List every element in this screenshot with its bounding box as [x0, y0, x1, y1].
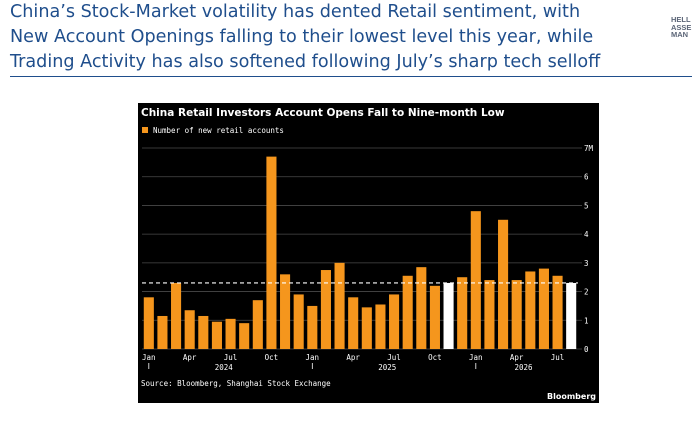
- y-tick-label: 0: [584, 345, 589, 354]
- x-tick-label: Apr: [346, 353, 360, 362]
- bar: [307, 305, 318, 349]
- y-tick-label: 3: [584, 259, 589, 268]
- bar: [389, 294, 400, 349]
- bar: [566, 282, 577, 349]
- x-tick-label: Oct: [265, 353, 279, 362]
- bar: [470, 211, 481, 349]
- bar: [211, 321, 222, 349]
- bar: [457, 277, 468, 349]
- chart-panel: China Retail Investors Account Opens Fal…: [138, 103, 599, 403]
- bar: [252, 300, 263, 349]
- bar: [157, 315, 168, 349]
- bar: [293, 294, 304, 349]
- bar: [280, 274, 291, 349]
- bar: [416, 267, 427, 349]
- bar: [511, 280, 522, 349]
- bar: [538, 268, 549, 349]
- x-tick-label: Jul: [387, 353, 401, 362]
- x-tick-label: Apr: [510, 353, 524, 362]
- source-note: Source: Bloomberg, Shanghai Stock Exchan…: [141, 379, 331, 388]
- bloomberg-brand: Bloomberg: [547, 392, 596, 401]
- x-tick-label: Jul: [224, 353, 238, 362]
- bar-chart: China Retail Investors Account Opens Fal…: [141, 107, 596, 401]
- y-tick-label: 5: [584, 201, 589, 210]
- legend-swatch: [142, 127, 148, 133]
- bar: [429, 285, 440, 349]
- bar: [198, 315, 209, 349]
- y-tick-label: 4: [584, 230, 589, 239]
- y-tick-label: 6: [584, 173, 589, 182]
- chart-title: China Retail Investors Account Opens Fal…: [141, 107, 505, 119]
- bar: [266, 156, 277, 349]
- bar: [348, 297, 359, 349]
- headline: China’s Stock-Market volatility has dent…: [10, 0, 645, 75]
- gridlines: [142, 147, 582, 350]
- bar: [443, 282, 454, 349]
- x-tick-label: Jan: [306, 353, 320, 362]
- headline-line-3: Trading Activity has also softened follo…: [10, 52, 601, 72]
- headline-line-1: China’s Stock-Market volatility has dent…: [10, 2, 581, 22]
- bar: [525, 271, 536, 349]
- bar: [484, 280, 495, 349]
- bar: [552, 275, 563, 349]
- bar: [239, 323, 250, 349]
- bar: [225, 318, 236, 349]
- bar: [320, 270, 331, 349]
- logo-line-3: MAN: [671, 30, 689, 39]
- y-tick-label: 2: [584, 288, 589, 297]
- x-tick-label: Jan: [142, 353, 156, 362]
- headline-line-2: New Account Openings falling to their lo…: [10, 27, 594, 47]
- year-label: 2024: [215, 363, 234, 372]
- x-tick-label: Jan: [469, 353, 483, 362]
- legend-label: Number of new retail accounts: [153, 126, 284, 135]
- bar: [361, 307, 372, 349]
- y-tick-label: 7M: [584, 144, 594, 153]
- headline-underline: [10, 76, 692, 77]
- bar: [171, 282, 182, 349]
- bar: [334, 262, 345, 349]
- x-tick-label: Oct: [428, 353, 442, 362]
- bar: [184, 310, 195, 349]
- bars: [143, 156, 577, 349]
- y-tick-label: 1: [584, 316, 589, 325]
- bar: [498, 219, 509, 349]
- logo-line-2: ASSE: [671, 22, 692, 32]
- x-tick-label: Apr: [183, 353, 197, 362]
- logo-line-1: HELL: [671, 16, 691, 24]
- year-label: 2026: [514, 363, 533, 372]
- y-axis-ticks: 7M 6 5 4 3 2 1 0: [584, 144, 594, 354]
- bar: [402, 275, 413, 349]
- bar: [375, 304, 386, 349]
- company-logo: HELL ASSE MAN: [671, 16, 692, 39]
- year-label: 2025: [378, 363, 396, 372]
- x-tick-label: Jul: [551, 353, 565, 362]
- bar: [143, 297, 154, 349]
